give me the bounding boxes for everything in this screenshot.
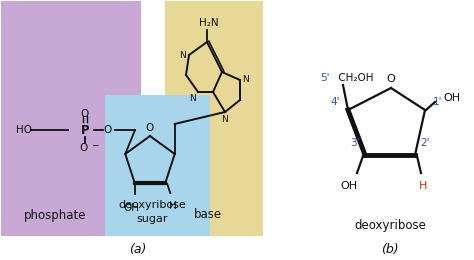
Text: O: O [146, 123, 154, 133]
Text: (a): (a) [129, 244, 146, 257]
Text: base: base [194, 209, 222, 222]
Text: O: O [104, 125, 112, 135]
Text: OH: OH [124, 203, 140, 213]
Text: (b): (b) [381, 244, 399, 257]
Text: O: O [81, 109, 89, 119]
Bar [1, 1, 141, 236]
Text: −: − [91, 140, 99, 150]
Text: H: H [419, 181, 427, 191]
Text: P: P [81, 124, 89, 136]
Text: OH: OH [443, 93, 460, 103]
Text: N: N [242, 75, 249, 84]
Text: 1': 1' [433, 97, 443, 107]
Text: deoxyribose: deoxyribose [354, 218, 426, 231]
Text: HO: HO [16, 125, 32, 135]
Text: deoxyribose
sugar: deoxyribose sugar [118, 200, 186, 224]
Text: H: H [169, 201, 177, 211]
Text: N: N [222, 115, 228, 124]
Text: O: O [80, 143, 88, 153]
Bar [165, 1, 263, 236]
Text: H₂N: H₂N [199, 18, 219, 28]
Text: 3': 3' [350, 138, 360, 148]
Text: 5': 5' [320, 73, 329, 83]
Text: O: O [387, 74, 395, 84]
Bar [105, 95, 210, 236]
Text: 2': 2' [420, 138, 429, 148]
Text: N: N [179, 50, 186, 60]
Text: phosphate: phosphate [24, 209, 86, 222]
Text: CH₂OH: CH₂OH [335, 73, 374, 83]
Text: N: N [189, 94, 196, 103]
Text: OH: OH [340, 181, 357, 191]
Text: 4': 4' [330, 97, 340, 107]
